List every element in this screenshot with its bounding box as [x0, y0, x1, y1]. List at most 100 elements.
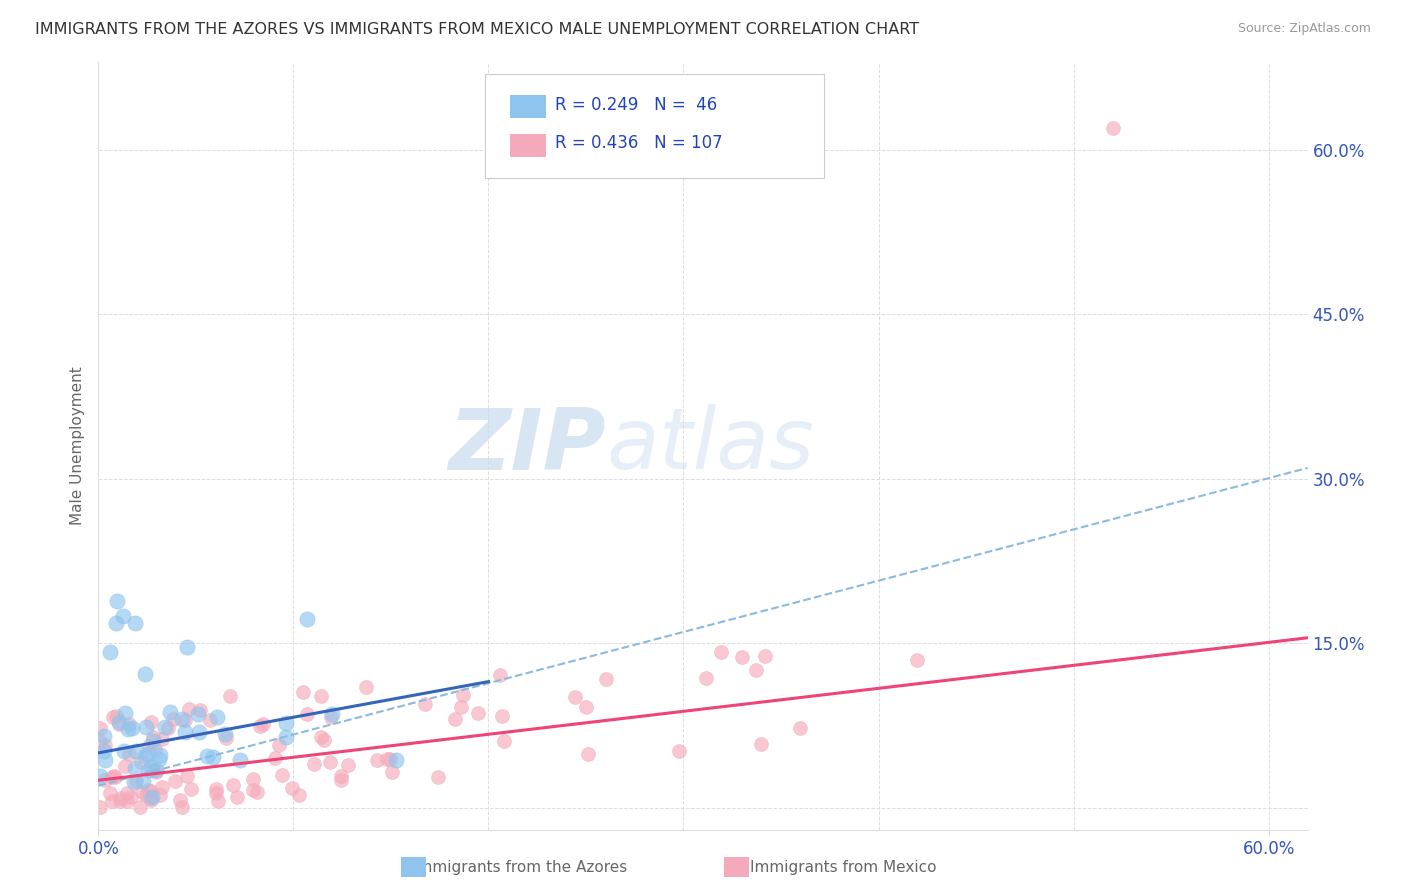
- Point: [125, 744, 148, 758]
- Point: [170, 712, 193, 726]
- Point: [492, 734, 515, 748]
- Point: [89, 769, 111, 783]
- Point: [491, 709, 513, 723]
- Point: [105, 709, 128, 723]
- Point: [107, 717, 129, 731]
- Point: [366, 753, 388, 767]
- Point: [135, 719, 157, 733]
- Point: [89, 721, 111, 735]
- Text: atlas: atlas: [606, 404, 814, 488]
- Point: [564, 690, 586, 704]
- Point: [668, 744, 690, 758]
- Point: [136, 747, 159, 761]
- Point: [222, 778, 245, 792]
- Bar: [509, 95, 546, 119]
- Point: [118, 747, 141, 761]
- Point: [170, 799, 193, 814]
- Point: [125, 774, 148, 789]
- Point: [292, 685, 315, 699]
- Point: [173, 724, 195, 739]
- Point: [110, 794, 132, 808]
- Point: [111, 608, 134, 623]
- Point: [176, 640, 198, 655]
- Point: [375, 751, 398, 765]
- Point: [124, 615, 146, 630]
- Point: [754, 648, 776, 663]
- Point: [264, 751, 287, 765]
- Point: [215, 731, 238, 745]
- Point: [142, 763, 165, 777]
- Point: [143, 742, 166, 756]
- Point: [274, 730, 297, 744]
- Point: [205, 786, 228, 800]
- Point: [108, 715, 131, 730]
- Point: [112, 744, 135, 758]
- Point: [117, 717, 139, 731]
- Point: [295, 707, 318, 722]
- Point: [122, 775, 145, 789]
- Point: [174, 714, 197, 728]
- Point: [789, 721, 811, 735]
- Point: [132, 773, 155, 788]
- Point: [149, 748, 172, 763]
- Point: [135, 788, 157, 802]
- Point: [139, 790, 162, 805]
- Point: [378, 751, 401, 765]
- Point: [731, 650, 754, 665]
- Point: [229, 753, 252, 767]
- Point: [159, 705, 181, 719]
- Point: [105, 594, 128, 608]
- Point: [281, 781, 304, 796]
- Point: [156, 722, 179, 736]
- Point: [142, 734, 165, 748]
- Point: [321, 706, 343, 721]
- Point: [426, 770, 449, 784]
- Text: R = 0.249   N =  46: R = 0.249 N = 46: [555, 95, 717, 113]
- Point: [101, 710, 124, 724]
- Point: [145, 763, 167, 777]
- Point: [451, 688, 474, 702]
- Point: [179, 702, 201, 716]
- Point: [153, 720, 176, 734]
- Point: [93, 754, 115, 768]
- Point: [467, 706, 489, 721]
- Point: [114, 706, 136, 720]
- Point: [576, 747, 599, 762]
- Point: [200, 713, 222, 727]
- Text: IMMIGRANTS FROM THE AZORES VS IMMIGRANTS FROM MEXICO MALE UNEMPLOYMENT CORRELATI: IMMIGRANTS FROM THE AZORES VS IMMIGRANTS…: [35, 22, 920, 37]
- Point: [93, 772, 115, 787]
- Point: [98, 786, 121, 800]
- Point: [142, 763, 165, 777]
- Point: [94, 738, 117, 752]
- Point: [205, 710, 228, 724]
- Point: [142, 730, 165, 744]
- Text: Immigrants from Mexico: Immigrants from Mexico: [751, 860, 936, 874]
- Point: [89, 799, 111, 814]
- Point: [252, 716, 274, 731]
- Point: [330, 772, 353, 787]
- Point: [93, 729, 115, 743]
- Point: [98, 645, 121, 659]
- Point: [180, 782, 202, 797]
- Point: [101, 770, 124, 784]
- Point: [115, 787, 138, 801]
- Point: [381, 765, 404, 780]
- Point: [141, 715, 163, 730]
- Point: [354, 681, 377, 695]
- Point: [138, 764, 160, 778]
- Point: [695, 671, 717, 685]
- Point: [330, 769, 353, 783]
- Point: [450, 700, 472, 714]
- Point: [195, 749, 218, 764]
- Point: [110, 791, 132, 805]
- Point: [444, 712, 467, 726]
- Text: Source: ZipAtlas.com: Source: ZipAtlas.com: [1237, 22, 1371, 36]
- Point: [710, 645, 733, 659]
- Point: [104, 771, 127, 785]
- Point: [201, 750, 224, 764]
- Point: [176, 769, 198, 783]
- Point: [297, 612, 319, 626]
- Point: [489, 668, 512, 682]
- Point: [150, 780, 173, 795]
- Point: [226, 789, 249, 804]
